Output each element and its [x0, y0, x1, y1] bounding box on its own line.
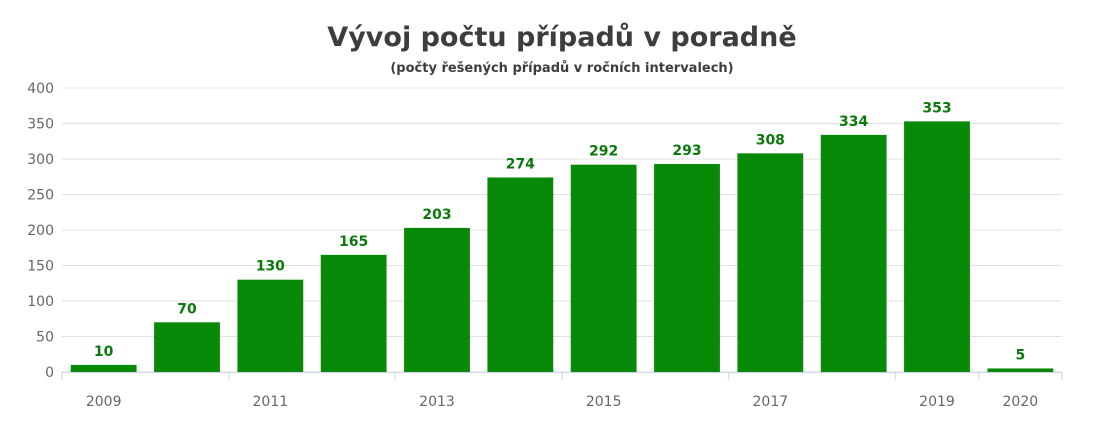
bar-2013[interactable] — [404, 227, 470, 372]
data-label-2019: 353 — [922, 100, 951, 116]
chart-title: Vývoj počtu případů v poradně — [327, 22, 797, 53]
x-tick-label-2017: 2017 — [753, 394, 789, 410]
y-tick-label-200: 200 — [27, 223, 54, 239]
y-axis: 0 50 100 150 200 250 300 350 400 — [27, 81, 54, 381]
y-tick-label-300: 300 — [27, 152, 54, 168]
chart-subtitle: (počty řešených případů v ročních interv… — [390, 61, 734, 76]
x-tick-label-2009: 2009 — [86, 394, 122, 410]
data-label-2011: 130 — [256, 259, 285, 275]
bar-2010[interactable] — [154, 322, 220, 372]
bar-2014[interactable] — [487, 177, 554, 372]
y-tick-label-350: 350 — [27, 117, 54, 133]
bar-2011[interactable] — [237, 279, 304, 372]
data-label-2017: 308 — [756, 132, 785, 148]
bar-2009[interactable] — [70, 364, 137, 372]
y-tick-label-250: 250 — [27, 188, 54, 204]
data-label-2014: 274 — [506, 156, 535, 172]
bar-2017[interactable] — [737, 153, 804, 372]
x-tick-label-2013: 2013 — [419, 394, 455, 410]
data-label-2010: 70 — [177, 301, 197, 317]
bar-2012[interactable] — [320, 254, 387, 372]
bars — [70, 121, 1054, 373]
bar-2020[interactable] — [987, 368, 1054, 372]
data-labels: 10 70 130 165 203 274 292 293 308 334 353 5 — [94, 100, 1025, 363]
data-label-2013: 203 — [422, 207, 451, 223]
y-tick-label-50: 50 — [36, 330, 54, 346]
x-tick-label-2015: 2015 — [586, 394, 622, 410]
data-label-2009: 10 — [94, 344, 114, 360]
bar-2019[interactable] — [904, 121, 970, 373]
data-label-2015: 292 — [589, 144, 618, 160]
data-label-2020: 5 — [1015, 347, 1025, 363]
bar-2015[interactable] — [570, 164, 637, 372]
data-label-2016: 293 — [672, 143, 701, 159]
x-tick-label-2020: 2020 — [1003, 394, 1039, 410]
data-label-2012: 165 — [339, 234, 368, 250]
x-tick-label-2011: 2011 — [253, 394, 289, 410]
y-tick-label-0: 0 — [45, 365, 54, 381]
y-tick-label-100: 100 — [27, 294, 54, 310]
x-axis: 2009 2011 2013 2015 2017 2019 2020 — [61, 372, 1063, 410]
data-label-2018: 334 — [839, 114, 868, 130]
bar-2016[interactable] — [654, 163, 720, 372]
y-tick-label-400: 400 — [27, 81, 54, 97]
x-tick-label-2019: 2019 — [919, 394, 955, 410]
y-tick-label-150: 150 — [27, 259, 54, 275]
bar-2018[interactable] — [820, 134, 887, 372]
